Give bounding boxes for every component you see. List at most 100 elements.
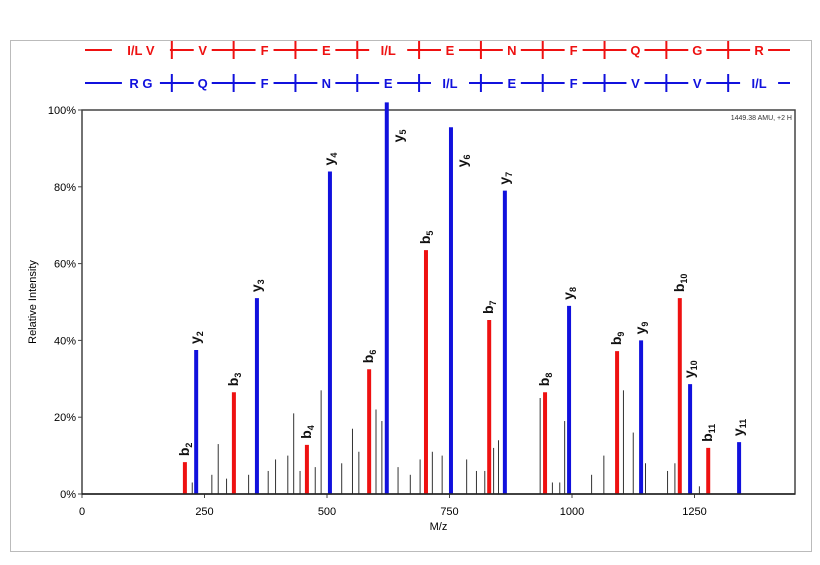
peak-label-text: y6 xyxy=(454,154,472,167)
b-sequence-bg xyxy=(441,41,459,59)
y-sequence-residue: V xyxy=(693,76,702,91)
peak-label-text: b11 xyxy=(699,424,717,442)
b-sequence-residue: Q xyxy=(630,43,640,58)
peak-label-text: y8 xyxy=(560,287,578,300)
b-sequence-residue: R xyxy=(754,43,764,58)
y-tick-label: 60% xyxy=(54,259,76,271)
y-peak-label: y4 xyxy=(321,153,339,166)
peak-label-text: b2 xyxy=(176,443,194,457)
b-sequence-residue: N xyxy=(507,43,516,58)
b-sequence-residue: F xyxy=(570,43,578,58)
y-sequence-residue: R G xyxy=(129,76,152,91)
b-peak-label: b9 xyxy=(608,332,626,346)
b-sequence-residue: V xyxy=(198,43,207,58)
precursor-annotation: 1449.38 AMU, +2 H xyxy=(731,115,792,122)
peak-label-text: b10 xyxy=(671,274,689,293)
y-sequence-bg xyxy=(688,74,707,92)
peak-label-text: b9 xyxy=(608,332,626,346)
peak-label-text: b8 xyxy=(536,373,554,387)
y-peak-label: y3 xyxy=(248,279,266,292)
b-peak-label: b6 xyxy=(360,350,378,364)
y-sequence-residue: F xyxy=(261,76,269,91)
x-tick-label: 0 xyxy=(79,506,85,518)
y-sequence-residue: N xyxy=(322,76,331,91)
b-sequence-bg xyxy=(111,41,170,59)
y-peak-label: y10 xyxy=(681,360,699,378)
peak-label-text: b6 xyxy=(360,350,378,364)
y-axis-label: Relative Intensity xyxy=(27,260,39,344)
peak-label-text: b3 xyxy=(225,373,243,387)
peak-label-text: y9 xyxy=(632,322,650,335)
peak-label-text: y2 xyxy=(187,331,205,344)
b-peak-label: b3 xyxy=(225,373,243,387)
y-sequence-bg xyxy=(740,74,779,92)
y-tick-label: 100% xyxy=(48,105,76,117)
peak-label-text: y5 xyxy=(390,130,408,143)
y-peak-label: y5 xyxy=(390,130,408,143)
y-sequence-bg xyxy=(317,74,336,92)
plot-area xyxy=(81,109,796,495)
y-sequence-bg xyxy=(193,74,212,92)
b-sequence-bg xyxy=(317,41,336,59)
b-peak-label: b11 xyxy=(699,424,717,442)
peak-label-text: y11 xyxy=(730,419,748,436)
y-sequence-bg xyxy=(121,74,160,92)
y-sequence-residue: I/L xyxy=(442,76,457,91)
peak-label-text: b4 xyxy=(298,425,316,439)
peak-label-text: y7 xyxy=(496,172,514,185)
b-sequence-residue: F xyxy=(261,43,269,58)
y-sequence-residue: F xyxy=(570,76,578,91)
b-sequence-residue: G xyxy=(692,43,702,58)
x-tick-label: 750 xyxy=(440,506,458,518)
y-tick-label: 40% xyxy=(54,335,76,347)
b-peak-label: b4 xyxy=(298,425,316,439)
b-sequence-bg xyxy=(193,41,212,59)
y-peak-label: y11 xyxy=(730,419,748,436)
y-tick-label: 0% xyxy=(60,489,76,501)
b-peak-label: b5 xyxy=(417,231,435,245)
b-sequence-bg xyxy=(688,41,707,59)
y-sequence-residue: V xyxy=(631,76,640,91)
y-sequence-bg xyxy=(564,74,583,92)
b-peak-label: b8 xyxy=(536,373,554,387)
y-sequence-residue: E xyxy=(384,76,393,91)
b-sequence-residue: I/L xyxy=(381,43,396,58)
b-sequence-residue: I/L V xyxy=(127,43,155,58)
y-sequence-residue: I/L xyxy=(752,76,767,91)
b-peak-label: b10 xyxy=(671,274,689,293)
y-sequence-bg xyxy=(626,74,645,92)
y-tick-label: 20% xyxy=(54,412,76,424)
y-sequence-bg xyxy=(255,74,274,92)
y-tick-label: 80% xyxy=(54,182,76,194)
b-sequence-bg xyxy=(255,41,274,59)
b-sequence-bg xyxy=(750,41,769,59)
b-sequence-bg xyxy=(502,41,521,59)
peak-label-text: b5 xyxy=(417,231,435,245)
y-sequence-bg xyxy=(431,74,469,92)
x-tick-label: 500 xyxy=(318,506,336,518)
y-peak-label: y9 xyxy=(632,322,650,335)
y-peak-label: y6 xyxy=(454,154,472,167)
x-tick-label: 1000 xyxy=(560,506,584,518)
b-peak-label: b2 xyxy=(176,443,194,457)
b-sequence-bg xyxy=(369,41,408,59)
b-peak-label: b7 xyxy=(480,300,498,314)
y-peak-label: y7 xyxy=(496,172,514,185)
peak-label-text: b7 xyxy=(480,300,498,314)
y-peak-label: y2 xyxy=(187,331,205,344)
y-sequence-residue: Q xyxy=(198,76,208,91)
x-tick-label: 250 xyxy=(195,506,213,518)
y-sequence-bg xyxy=(379,74,398,92)
b-sequence-bg xyxy=(626,41,645,59)
x-axis-label: M/z xyxy=(430,521,448,533)
y-sequence-bg xyxy=(502,74,521,92)
peak-label-text: y3 xyxy=(248,279,266,292)
y-sequence-residue: E xyxy=(507,76,516,91)
x-tick-label: 1250 xyxy=(682,506,706,518)
y-peak-label: y8 xyxy=(560,287,578,300)
peak-label-text: y10 xyxy=(681,360,699,378)
peak-label-text: y4 xyxy=(321,153,339,166)
b-sequence-residue: E xyxy=(322,43,331,58)
b-sequence-bg xyxy=(564,41,583,59)
